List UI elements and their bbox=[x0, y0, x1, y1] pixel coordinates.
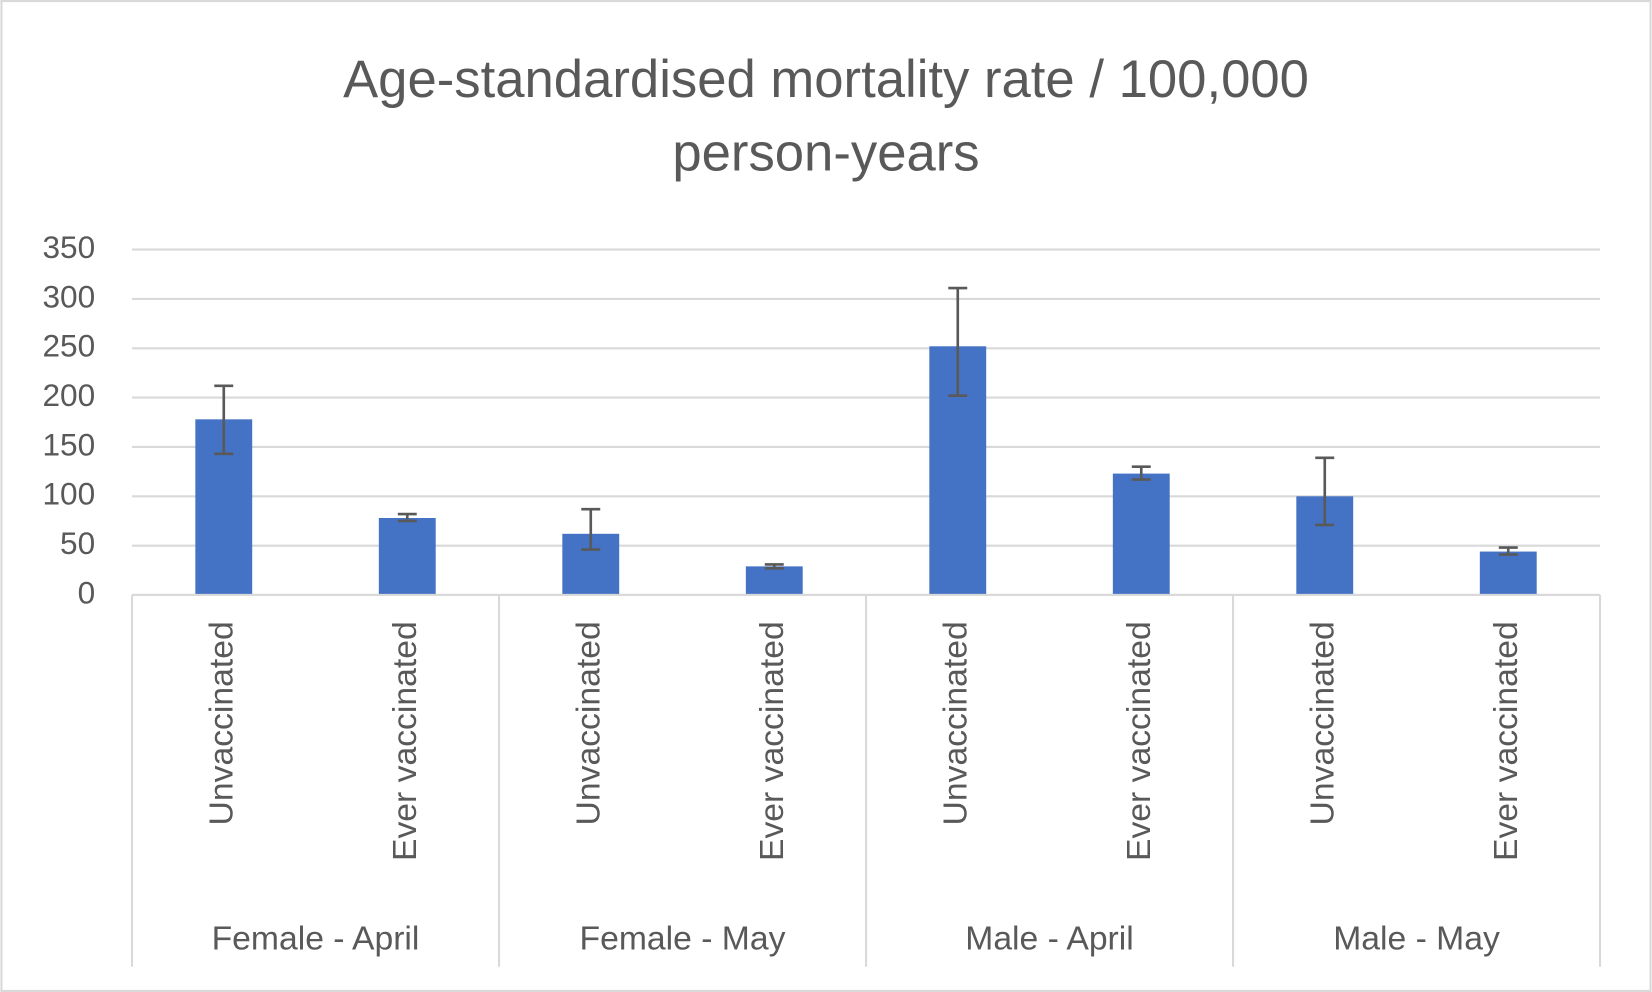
y-tick-label: 350 bbox=[42, 229, 95, 265]
x-tick-label: Unvaccinated bbox=[938, 621, 975, 825]
x-tick-label: Ever vaccinated bbox=[1121, 621, 1158, 861]
y-tick-label: 200 bbox=[42, 377, 95, 413]
bar bbox=[1112, 473, 1170, 595]
y-tick-label: 100 bbox=[42, 476, 95, 512]
x-tick-label: Ever vaccinated bbox=[754, 621, 791, 861]
group-label: Male - May bbox=[1333, 920, 1500, 957]
group-label: Female - April bbox=[212, 920, 420, 957]
chart-title: Age-standardised mortality rate / 100,00… bbox=[343, 49, 1309, 183]
x-tick-label: Unvaccinated bbox=[1305, 621, 1342, 825]
x-tick-label: Unvaccinated bbox=[204, 621, 241, 825]
bar bbox=[1479, 551, 1537, 595]
x-tick-label: Ever vaccinated bbox=[387, 621, 424, 861]
error-bar bbox=[1315, 456, 1335, 527]
bar bbox=[378, 518, 436, 595]
y-tick-label: 300 bbox=[42, 278, 95, 314]
y-tick-label: 250 bbox=[42, 328, 95, 364]
title-box: Age-standardised mortality rate / 100,00… bbox=[343, 49, 1309, 183]
y-tick-label: 0 bbox=[78, 574, 96, 610]
error-bar bbox=[764, 563, 784, 570]
error-bar bbox=[1131, 465, 1151, 481]
y-tick-label: 150 bbox=[42, 426, 95, 462]
group-label: Female - May bbox=[580, 920, 786, 957]
x-tick-label: Ever vaccinated bbox=[1488, 621, 1525, 861]
y-tick-label: 50 bbox=[60, 525, 95, 561]
error-bar bbox=[948, 286, 968, 397]
error-bar bbox=[581, 507, 601, 551]
error-bar bbox=[397, 512, 417, 523]
group-label: Male - April bbox=[965, 920, 1134, 957]
error-bar bbox=[1498, 546, 1518, 556]
error-bar bbox=[214, 384, 234, 456]
bar bbox=[745, 566, 803, 595]
x-tick-label: Unvaccinated bbox=[571, 621, 608, 825]
